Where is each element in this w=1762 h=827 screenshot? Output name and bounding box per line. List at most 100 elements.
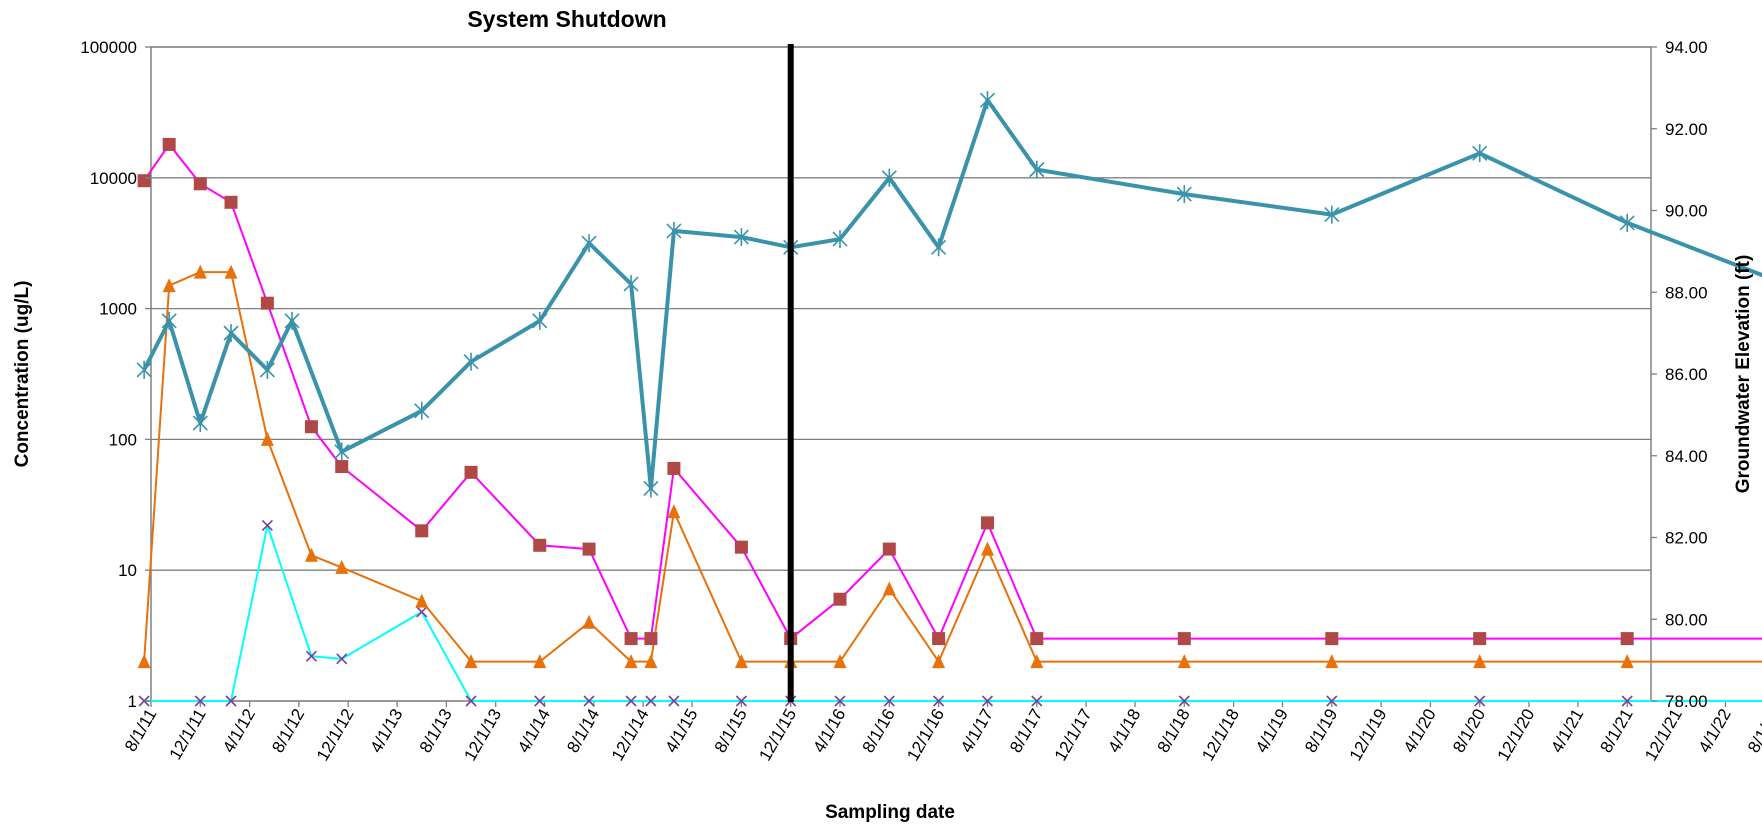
x-marker xyxy=(645,695,657,707)
asterisk-marker xyxy=(623,275,639,294)
triangle-marker xyxy=(193,264,207,279)
x-marker xyxy=(735,695,747,707)
triangle-marker xyxy=(734,654,748,669)
asterisk-marker xyxy=(581,234,597,253)
square-marker xyxy=(464,465,478,479)
x-marker xyxy=(194,695,206,707)
x-tick-label: 8/1/22 xyxy=(1744,706,1762,756)
right-axis-title: Groundwater Elevation (ft) xyxy=(1733,255,1754,494)
x-marker xyxy=(668,695,680,707)
x-tick-label: 12/1/11 xyxy=(166,706,210,764)
square-marker xyxy=(932,632,946,646)
square-marker xyxy=(582,542,596,556)
x-marker xyxy=(981,695,994,707)
x-marker xyxy=(1621,695,1633,707)
x-tick-label: 12/1/14 xyxy=(608,706,653,765)
asterisk-marker xyxy=(832,230,848,249)
left-tick-label: 1000 xyxy=(99,300,137,319)
asterisk-marker xyxy=(881,168,897,187)
asterisk-marker xyxy=(979,91,996,110)
x-tick-label: 8/1/20 xyxy=(1449,706,1489,756)
asterisk-marker xyxy=(532,311,548,330)
triangle-marker xyxy=(582,614,596,629)
triangle-marker xyxy=(304,547,318,562)
triangle-marker xyxy=(882,581,896,596)
gridlines xyxy=(151,46,1651,702)
square-marker xyxy=(734,540,748,554)
triangle-marker xyxy=(932,654,946,669)
square-marker xyxy=(260,296,274,310)
series-2 xyxy=(138,519,1762,707)
square-marker xyxy=(1473,632,1487,646)
left-tick-label: 100000 xyxy=(80,38,137,57)
asterisk-marker xyxy=(1472,144,1488,163)
triangle-marker xyxy=(644,654,658,669)
asterisk-marker xyxy=(931,238,947,257)
x-marker xyxy=(261,519,273,531)
x-tick-label: 12/1/16 xyxy=(903,706,948,765)
right-tick-label: 82.00 xyxy=(1665,529,1708,548)
triangle-marker xyxy=(1473,654,1487,669)
triangle-marker xyxy=(624,654,638,669)
triangle-marker xyxy=(224,264,238,279)
x-tick-label: 4/1/21 xyxy=(1547,706,1587,756)
left-tick-label: 100 xyxy=(109,430,137,449)
x-tick-label: 4/1/15 xyxy=(661,706,701,756)
square-marker xyxy=(224,195,238,209)
x-tick-label: 4/1/14 xyxy=(514,706,554,756)
x-tick-label: 8/1/18 xyxy=(1154,706,1194,756)
right-tick-label: 92.00 xyxy=(1665,120,1708,139)
x-tick-label: 8/1/17 xyxy=(1006,706,1046,756)
series-line xyxy=(144,524,1762,702)
x-tick-label: 4/1/22 xyxy=(1695,706,1735,756)
x-axis-title: Sampling date xyxy=(825,802,955,823)
x-tick-label: 4/1/17 xyxy=(957,705,997,755)
x-marker xyxy=(1326,695,1338,707)
x-tick-label: 4/1/20 xyxy=(1400,706,1440,756)
triangle-marker xyxy=(464,654,478,669)
triangle-marker xyxy=(162,278,176,293)
right-tick-label: 86.00 xyxy=(1665,365,1708,384)
left-tick-label: 10 xyxy=(118,561,137,580)
x-marker xyxy=(1178,695,1190,707)
triangle-marker xyxy=(1030,654,1044,669)
square-marker xyxy=(335,460,349,474)
x-marker xyxy=(1031,695,1043,707)
x-marker xyxy=(465,695,477,707)
right-tick-label: 94.00 xyxy=(1665,38,1708,57)
x-tick-label: 4/1/16 xyxy=(809,706,849,756)
square-marker xyxy=(1325,632,1339,646)
x-tick-label: 8/1/11 xyxy=(121,706,160,755)
x-tick-label: 12/1/13 xyxy=(460,706,505,765)
square-marker xyxy=(644,632,658,646)
asterisk-marker xyxy=(643,479,659,498)
square-marker xyxy=(882,542,896,556)
x-tick-label: 4/1/19 xyxy=(1252,706,1292,756)
x-tick-label: 8/1/16 xyxy=(859,706,899,756)
right-tick-label: 90.00 xyxy=(1665,202,1708,221)
square-marker xyxy=(162,137,176,151)
left-tick-label: 10000 xyxy=(90,169,137,188)
x-axis-ticks: 8/1/11 12/1/11 4/1/12 8/1/12 12/1/12 4/1/13 8/… xyxy=(121,701,1762,764)
right-axis-ticks: 78.00 80.00 82.00 84.00 86.00 88.00 90.00 92.00… xyxy=(1651,38,1708,711)
triangle-marker xyxy=(667,504,681,519)
x-marker xyxy=(625,695,637,707)
right-tick-label: 80.00 xyxy=(1665,610,1708,629)
x-marker xyxy=(834,695,846,707)
triangle-marker xyxy=(1620,654,1634,669)
x-tick-label: 8/1/12 xyxy=(268,706,308,756)
x-marker xyxy=(416,606,428,618)
right-tick-label: 88.00 xyxy=(1665,283,1708,302)
x-marker xyxy=(138,695,150,707)
asterisk-marker xyxy=(1176,185,1192,204)
square-marker xyxy=(193,177,207,191)
triangle-marker xyxy=(1325,654,1339,669)
square-marker xyxy=(833,592,847,606)
x-marker xyxy=(305,650,317,662)
asterisk-marker xyxy=(1029,160,1045,179)
x-tick-label: 8/1/13 xyxy=(416,706,456,756)
series-line xyxy=(142,98,1762,491)
x-tick-label: 12/1/12 xyxy=(313,706,358,765)
asterisk-marker xyxy=(733,228,749,247)
